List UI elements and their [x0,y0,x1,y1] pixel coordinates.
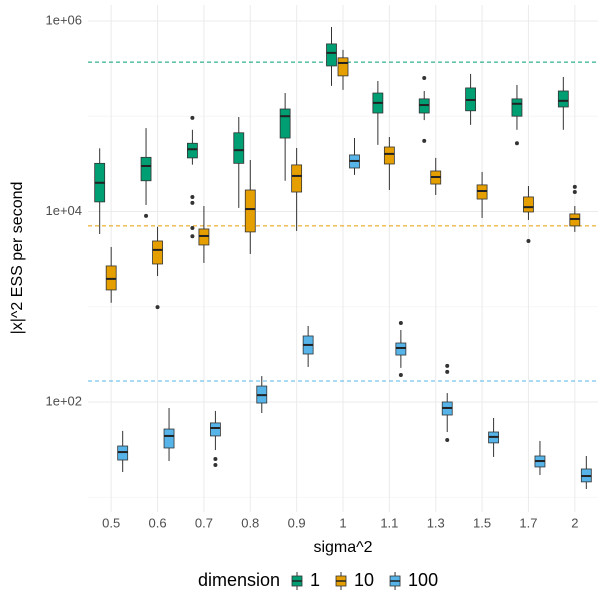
outlier [190,115,195,120]
x-tick-label: 1.7 [519,515,537,530]
x-tick-label: 0.7 [195,515,213,530]
box [383,146,395,165]
legend-label: 1 [310,570,320,590]
box [557,90,569,108]
outlier [398,320,403,325]
x-tick-label: 0.9 [288,515,306,530]
box [511,98,523,117]
outlier [155,305,160,310]
outlier [190,194,195,199]
outlier [190,200,195,205]
x-axis-title: sigma^2 [313,539,372,556]
outlier [190,226,195,231]
box [140,156,152,182]
y-axis-title: |x|^2 ESS per second [9,182,26,335]
outlier [213,457,218,462]
outlier [572,184,577,189]
x-tick-label: 1.3 [427,515,445,530]
box [326,43,337,67]
x-tick-label: 0.5 [102,515,120,530]
outlier [445,369,450,374]
box [337,57,349,77]
outlier [213,463,218,468]
y-tick-label: 1e+02 [45,393,82,408]
outlier [144,213,149,218]
legend-title: dimension [198,570,280,590]
x-tick-label: 1.5 [473,515,491,530]
legend-label: 100 [408,570,438,590]
y-tick-label: 1e+06 [45,12,82,27]
box [244,189,256,233]
box [523,196,534,213]
x-tick-label: 0.8 [241,515,259,530]
box [187,142,198,159]
outlier [422,75,427,80]
legend-label: 10 [354,570,374,590]
box [210,422,221,437]
box [233,132,245,164]
outlier [398,372,403,377]
outlier [445,363,450,368]
box [291,164,303,193]
box [279,108,291,139]
x-tick-label: 1 [339,515,346,530]
box [163,428,175,449]
outlier [514,141,519,146]
outlier [526,238,531,243]
y-tick-label: 1e+04 [45,203,82,218]
x-tick-label: 1.1 [380,515,398,530]
x-tick-label: 0.6 [149,515,167,530]
box [152,240,163,265]
outlier [190,234,195,239]
x-tick-label: 2 [571,515,578,530]
outlier [422,138,427,143]
outlier [445,437,450,442]
outlier [572,190,577,195]
box [395,342,407,356]
